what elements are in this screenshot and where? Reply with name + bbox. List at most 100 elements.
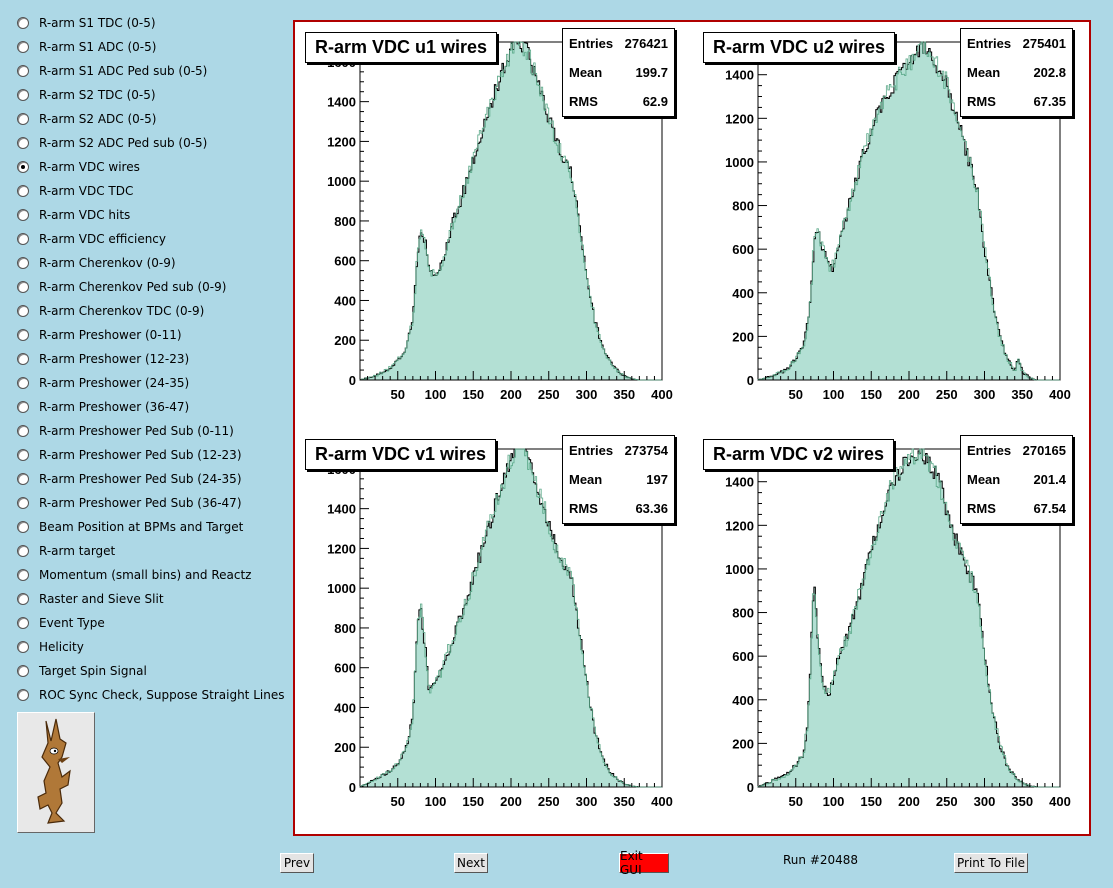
radio-button[interactable] [17, 89, 29, 101]
menu-item-9[interactable]: R-arm VDC efficiency [17, 229, 166, 249]
radio-button[interactable] [17, 545, 29, 557]
menu-item-13[interactable]: R-arm Preshower (0-11) [17, 325, 182, 345]
stats-row: Entries 270165 [961, 436, 1072, 465]
radio-button[interactable] [17, 137, 29, 149]
menu-item-6[interactable]: R-arm VDC wires [17, 157, 140, 177]
stats-row: RMS 67.54 [961, 494, 1072, 523]
stats-row: Mean 202.8 [961, 58, 1072, 87]
menu-item-23[interactable]: Momentum (small bins) and Reactz [17, 565, 251, 585]
menu-item-7[interactable]: R-arm VDC TDC [17, 181, 133, 201]
y-tick-label: 1200 [725, 518, 754, 533]
menu-item-label: Momentum (small bins) and Reactz [39, 568, 252, 582]
radio-button[interactable] [17, 17, 29, 29]
menu-item-label: R-arm Preshower (36-47) [39, 400, 190, 414]
menu-item-1[interactable]: R-arm S1 ADC (0-5) [17, 37, 156, 57]
histogram-panel-3: 50 100 150 200 250 300 350 400 0 200 400 600 800 1000… [693, 429, 1091, 836]
radio-button[interactable] [17, 425, 29, 437]
histogram-title: R-arm VDC u2 wires [703, 32, 896, 63]
next-button[interactable]: Next [454, 853, 488, 873]
radio-button[interactable] [17, 473, 29, 485]
radio-button[interactable] [17, 689, 29, 701]
menu-item-28[interactable]: ROC Sync Check, Suppose Straight Lines [17, 685, 284, 705]
prev-button[interactable]: Prev [280, 853, 314, 873]
radio-button[interactable] [17, 257, 29, 269]
histogram-panel-1: 50 100 150 200 250 300 350 400 0 200 400 600 800 1000… [693, 22, 1091, 429]
x-tick-label: 350 [1011, 794, 1033, 809]
radio-button[interactable] [17, 449, 29, 461]
y-tick-label: 1000 [327, 174, 356, 189]
x-tick-label: 400 [651, 387, 673, 402]
radio-button[interactable] [17, 329, 29, 341]
menu-item-8[interactable]: R-arm VDC hits [17, 205, 130, 225]
stats-row: Mean 201.4 [961, 465, 1072, 494]
menu-item-19[interactable]: R-arm Preshower Ped Sub (24-35) [17, 469, 242, 489]
menu-item-11[interactable]: R-arm Cherenkov Ped sub (0-9) [17, 277, 226, 297]
reference-histogram-line [359, 448, 662, 788]
stats-value: 270165 [1022, 443, 1066, 458]
radio-button[interactable] [17, 65, 29, 77]
radio-button[interactable] [17, 569, 29, 581]
radio-button[interactable] [17, 161, 29, 173]
stats-row: Mean 197 [563, 465, 674, 494]
stats-label: Entries [569, 36, 614, 51]
radio-button[interactable] [17, 185, 29, 197]
radio-button[interactable] [17, 641, 29, 653]
x-tick-label: 400 [651, 794, 673, 809]
menu-item-21[interactable]: Beam Position at BPMs and Target [17, 517, 243, 537]
menu-item-0[interactable]: R-arm S1 TDC (0-5) [17, 13, 156, 33]
menu-item-25[interactable]: Event Type [17, 613, 105, 633]
x-tick-label: 50 [391, 387, 405, 402]
radio-button[interactable] [17, 113, 29, 125]
radio-button[interactable] [17, 305, 29, 317]
menu-item-17[interactable]: R-arm Preshower Ped Sub (0-11) [17, 421, 234, 441]
menu-item-18[interactable]: R-arm Preshower Ped Sub (12-23) [17, 445, 242, 465]
y-tick-label: 0 [349, 780, 356, 795]
radio-button[interactable] [17, 353, 29, 365]
menu-item-26[interactable]: Helicity [17, 637, 84, 657]
y-tick-label: 1200 [327, 134, 356, 149]
x-tick-label: 200 [898, 794, 920, 809]
radio-button[interactable] [17, 401, 29, 413]
radio-button[interactable] [17, 377, 29, 389]
radio-button[interactable] [17, 41, 29, 53]
stats-value: 197 [646, 472, 668, 487]
x-tick-label: 50 [789, 794, 803, 809]
menu-item-24[interactable]: Raster and Sieve Slit [17, 589, 164, 609]
menu-item-3[interactable]: R-arm S2 TDC (0-5) [17, 85, 156, 105]
radio-button[interactable] [17, 593, 29, 605]
menu-item-label: R-arm VDC hits [39, 208, 131, 222]
menu-item-16[interactable]: R-arm Preshower (36-47) [17, 397, 189, 417]
radio-button[interactable] [17, 617, 29, 629]
stats-label: Entries [569, 443, 614, 458]
x-tick-label: 150 [860, 794, 882, 809]
menu-item-14[interactable]: R-arm Preshower (12-23) [17, 349, 189, 369]
y-tick-label: 200 [732, 736, 754, 751]
radio-button[interactable] [17, 665, 29, 677]
exit-gui-button-label: Exit GUI [620, 849, 643, 877]
radio-button[interactable] [17, 281, 29, 293]
radio-button[interactable] [17, 209, 29, 221]
radio-button[interactable] [17, 497, 29, 509]
menu-item-2[interactable]: R-arm S1 ADC Ped sub (0-5) [17, 61, 207, 81]
menu-item-15[interactable]: R-arm Preshower (24-35) [17, 373, 189, 393]
menu-item-10[interactable]: R-arm Cherenkov (0-9) [17, 253, 176, 273]
print-to-file-button[interactable]: Print To File [954, 853, 1028, 873]
menu-item-4[interactable]: R-arm S2 ADC (0-5) [17, 109, 156, 129]
stats-row: Entries 275401 [961, 29, 1072, 58]
logo-button[interactable] [17, 712, 95, 833]
menu-item-20[interactable]: R-arm Preshower Ped Sub (36-47) [17, 493, 242, 513]
y-tick-label: 600 [334, 661, 356, 676]
menu-item-22[interactable]: R-arm target [17, 541, 115, 561]
stats-label: RMS [967, 94, 996, 109]
menu-item-12[interactable]: R-arm Cherenkov TDC (0-9) [17, 301, 204, 321]
radio-button[interactable] [17, 521, 29, 533]
histogram-title: R-arm VDC u1 wires [305, 32, 498, 63]
menu-item-27[interactable]: Target Spin Signal [17, 661, 147, 681]
menu-item-5[interactable]: R-arm S2 ADC Ped sub (0-5) [17, 133, 207, 153]
menu-item-label: ROC Sync Check, Suppose Straight Lines [39, 688, 285, 702]
radio-button[interactable] [17, 233, 29, 245]
exit-gui-button[interactable]: Exit GUI [619, 849, 669, 877]
stats-value: 62.9 [642, 94, 668, 109]
y-tick-label: 200 [732, 329, 754, 344]
stats-row: RMS 63.36 [563, 494, 674, 523]
